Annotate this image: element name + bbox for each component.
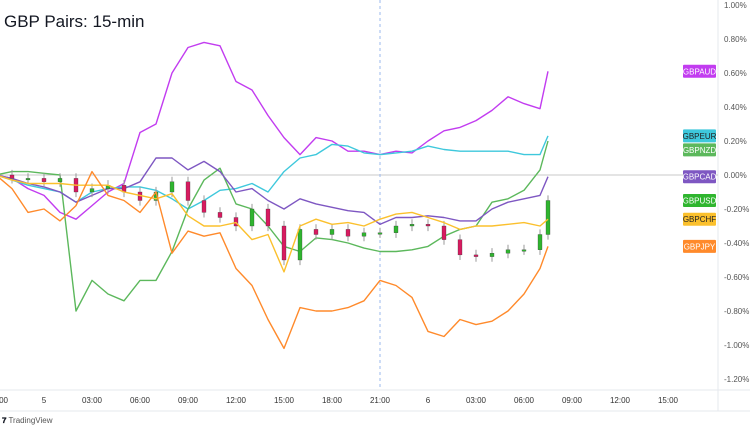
y-tick-label: 1.00% [724,1,747,10]
candle [441,225,447,240]
legend-label-gbpnzd: GBPNZD [683,143,717,157]
x-tick-label: 06:00 [130,396,151,405]
candle [265,208,271,227]
candle [25,178,31,181]
candle [393,225,399,233]
series-gbpeur [0,135,549,210]
y-tick-label: 0.40% [724,103,747,112]
y-tick-label: 0.80% [724,35,747,44]
candle [233,217,239,227]
chart-title: GBP Pairs: 15-min [4,12,145,31]
candle [521,249,527,252]
candle [537,234,543,250]
legend-label-bg [683,239,716,253]
series-gbpjpy [0,170,549,350]
legend-label-gbpcad: GBPCAD [683,170,717,184]
legend-label-text: GBPUSD [683,197,717,206]
candle [57,178,63,182]
x-tick-label: 5 [42,396,47,405]
legend-label-text: GBPJPY [684,242,716,251]
x-tick-label: 09:00 [178,396,199,405]
legend-label-bg [683,212,716,226]
series-gbpcad [0,157,549,226]
y-tick-label: -0.20% [724,205,749,214]
candle [89,188,95,193]
x-tick-label: 12:00 [610,396,631,405]
candle [409,224,415,227]
candle [41,178,47,182]
series-line [0,135,549,210]
tradingview-brand: TradingView [8,416,53,425]
series-line [0,175,549,273]
series-line [0,140,549,312]
y-tick-label: -0.80% [724,307,749,316]
legend-label-text: GBPNZD [683,146,717,155]
x-tick-label: 03:00 [466,396,487,405]
tradingview-logo: 𝟕 [2,416,7,425]
legend-label-gbpaud: GBPAUD [683,64,716,78]
candle [185,181,191,201]
legend-label-bg [683,143,716,157]
y-tick-label: 0.60% [724,69,747,78]
x-tick-label: 18:00 [322,396,343,405]
series-line [0,170,549,350]
x-tick-label: 21:00 [370,396,391,405]
candle [473,254,479,257]
legend-label-text: GBPEUR [683,132,717,141]
legend-label-bg [683,129,716,143]
series-line [0,157,549,226]
legend-label-text: GBPCHF [683,215,716,224]
candle [505,249,511,254]
series-line [0,41,549,220]
x-tick-label: 15:00 [658,396,679,405]
series-gbpnzd [0,140,549,312]
y-tick-label: 0.00% [724,171,747,180]
candle [217,212,223,218]
candle [169,181,175,193]
candle [329,229,335,235]
x-tick-label: 09:00 [562,396,583,405]
candle [457,239,463,256]
y-tick-label: -1.00% [724,341,749,350]
x-tick-label: 03:00 [82,396,103,405]
candle [345,229,351,237]
candle [361,232,367,237]
legend-label-bg [683,64,716,78]
candle [489,253,495,257]
legend-label-text: GBPCAD [683,173,717,182]
candle [201,200,207,213]
y-tick-label: -0.40% [724,239,749,248]
x-tick-label: 6 [426,396,431,405]
x-tick-label: 06:00 [514,396,535,405]
candle [297,229,303,261]
legend-label-bg [683,194,716,207]
candle [545,200,551,235]
series-gbpusd [9,169,551,266]
candle [249,208,255,227]
candle [281,225,287,261]
legend-label-gbpeur: GBPEUR [683,129,717,143]
x-tick-label: 15:00 [274,396,295,405]
candle [9,174,15,179]
candle [313,229,319,235]
series-gbpaud [0,41,549,220]
legend-label-gbpjpy: GBPJPY [683,239,716,253]
y-tick-label: -1.20% [724,375,749,384]
y-tick-label: -0.60% [724,273,749,282]
legend-label-text: GBPAUD [683,67,716,76]
y-tick-label: 0.20% [724,137,747,146]
legend-label-gbpusd: GBPUSD [683,194,717,207]
legend-label-bg [683,170,716,184]
x-tick-label: 00 [0,396,9,405]
legend-label-gbpchf: GBPCHF [683,212,716,226]
candle [377,232,383,235]
x-tick-label: 12:00 [226,396,247,405]
series-gbpchf [0,175,549,273]
tradingview-footer[interactable]: 𝟕 TradingView [2,416,52,426]
candle [425,224,431,227]
